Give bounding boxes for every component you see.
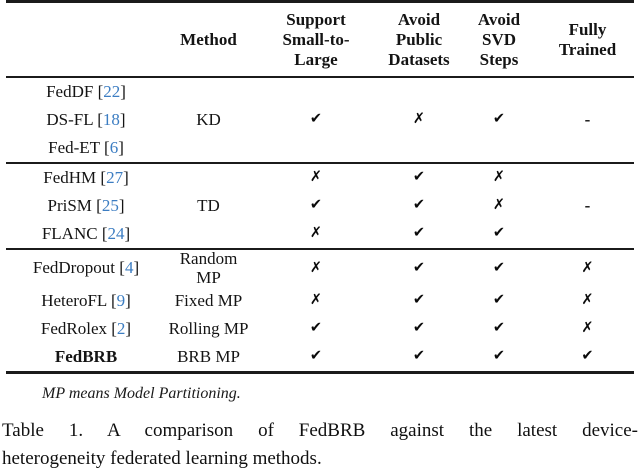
group-mp: FedDropout [4] Random MP ✗ ✔ ✔ ✗ HeteroF… [6, 249, 634, 373]
method-type-cell: BRB MP [177, 347, 240, 367]
citation-number[interactable]: 24 [107, 223, 125, 243]
citation-link[interactable]: [22] [97, 81, 126, 101]
mark-support: ✔ [309, 320, 323, 337]
method-name-cell: HeteroFL [9] [6, 287, 166, 315]
citation-number[interactable]: 9 [116, 291, 126, 311]
method-name: FedDropout [32, 258, 116, 278]
citation-link[interactable]: [9] [110, 291, 131, 311]
table-row: FedDropout [4] Random MP ✗ ✔ ✔ ✗ [6, 249, 634, 287]
mark-fully-trained: ✗ [581, 320, 594, 337]
citation-number[interactable]: 18 [102, 109, 120, 129]
method-name-cell: FedDF [22] [6, 77, 166, 106]
column-header-support-small-to-large: Support Small-to- Large [282, 10, 350, 69]
table-row: FedRolex [2] Rolling MP ✔ ✔ ✔ ✗ [6, 315, 634, 343]
corner-cell [6, 2, 166, 78]
column-header-avoid-svd-steps: Avoid SVD Steps [477, 10, 521, 69]
table-footnote: MP means Model Partitioning. [42, 385, 241, 403]
mark-public-datasets: ✔ [412, 259, 426, 276]
group-kd: FedDF [22] KD ✔ ✗ ✔ - DS-FL [18] Fed-ET … [6, 77, 634, 163]
citation-link[interactable]: [25] [96, 195, 125, 215]
method-name: PriSM [47, 195, 92, 215]
table-caption-line1: Table 1. A comparison of FedBRB against … [2, 420, 638, 442]
method-name-cell: PriSM [25] [6, 192, 166, 220]
citation-link[interactable]: [6] [104, 137, 124, 157]
method-name-cell: FedDropout [4] [6, 249, 166, 287]
table-row: FedDF [22] KD ✔ ✗ ✔ - [6, 77, 634, 129]
comparison-table: Method Support Small-to- Large Avoid Pub… [6, 0, 634, 374]
mark-support: ✗ [309, 292, 323, 309]
method-name-cell: Fed-ET [6] [6, 134, 166, 163]
table-caption-line2: heterogeneity federated learning methods… [2, 448, 322, 470]
mark-support: ✔ [309, 111, 323, 128]
mark-support: ✗ [309, 225, 323, 242]
mark-svd: ✔ [492, 348, 506, 365]
mark-public-datasets: ✔ [412, 169, 426, 186]
method-name: HeteroFL [41, 291, 107, 311]
mark-fully-trained: ✔ [581, 348, 594, 365]
mark-fully-trained: ✗ [581, 259, 594, 276]
table-row: FLANC [24] ✗ ✔ ✔ [6, 220, 634, 249]
table-row: HeteroFL [9] Fixed MP ✗ ✔ ✔ ✗ [6, 287, 634, 315]
method-type-cell: Random MP [179, 249, 238, 287]
method-type-cell: KD [196, 109, 221, 129]
method-type-cell: Rolling MP [168, 319, 249, 339]
citation-number[interactable]: 27 [106, 167, 124, 187]
mark-public-datasets: ✔ [412, 348, 426, 365]
column-header-method: Method [180, 30, 237, 49]
mark-svd: ✔ [492, 259, 506, 276]
method-name-cell: FedRolex [2] [6, 315, 166, 343]
citation-link[interactable]: [2] [111, 319, 132, 339]
mark-svd: ✔ [492, 111, 506, 128]
table-row: Fed-ET [6] [6, 134, 634, 163]
method-name: FLANC [41, 223, 98, 243]
method-name: FedDF [46, 81, 94, 101]
mark-svd: ✗ [492, 169, 506, 186]
table-row: FedBRB BRB MP ✔ ✔ ✔ ✔ [6, 343, 634, 373]
method-name: FedRolex [40, 319, 107, 339]
method-name-cell: FLANC [24] [6, 220, 166, 249]
mark-svd: ✔ [492, 225, 506, 242]
table-header: Method Support Small-to- Large Avoid Pub… [6, 2, 634, 78]
mark-public-datasets: ✔ [412, 320, 426, 337]
method-name: DS-FL [46, 109, 93, 129]
method-name-cell: DS-FL [18] [6, 106, 166, 134]
mark-support: ✗ [309, 169, 323, 186]
mark-svd: ✗ [492, 197, 506, 214]
citation-link[interactable]: [18] [97, 109, 126, 129]
method-name-cell: FedBRB [6, 343, 166, 373]
mark-fully-trained: - [584, 109, 591, 129]
table-row: FedHM [27] TD ✗ ✔ ✗ - [6, 163, 634, 215]
method-name-cell: FedHM [27] [6, 163, 166, 192]
table-row: PriSM [25] ✔ ✔ ✗ [6, 192, 634, 220]
citation-link[interactable]: [24] [101, 223, 131, 243]
method-name: FedBRB [54, 347, 118, 367]
mark-public-datasets: ✗ [412, 111, 426, 128]
mark-fully-trained: ✗ [581, 292, 594, 309]
mark-public-datasets: ✔ [412, 225, 426, 242]
mark-public-datasets: ✔ [412, 197, 426, 214]
mark-public-datasets: ✔ [412, 292, 426, 309]
column-header-fully-trained: Fully Trained [558, 20, 617, 59]
group-td: FedHM [27] TD ✗ ✔ ✗ - PriSM [25] ✔ ✔ ✗ F… [6, 163, 634, 249]
mark-fully-trained: - [584, 195, 591, 215]
citation-link[interactable]: [4] [119, 258, 140, 278]
method-name: FedHM [43, 167, 97, 187]
citation-number[interactable]: 4 [124, 258, 134, 278]
method-type-cell: Fixed MP [174, 291, 243, 311]
citation-number[interactable]: 2 [116, 319, 126, 339]
mark-svd: ✔ [492, 320, 506, 337]
mark-svd: ✔ [492, 292, 506, 309]
citation-number[interactable]: 6 [109, 137, 119, 157]
citation-link[interactable]: [27] [100, 167, 129, 187]
citation-number[interactable]: 22 [103, 81, 121, 101]
citation-number[interactable]: 25 [101, 195, 119, 215]
method-name: Fed-ET [48, 137, 100, 157]
mark-support: ✔ [309, 197, 323, 214]
method-type-cell: TD [197, 195, 220, 215]
column-header-avoid-public-datasets: Avoid Public Datasets [388, 10, 450, 69]
table-row: DS-FL [18] [6, 106, 634, 134]
mark-support: ✗ [309, 259, 323, 276]
mark-support: ✔ [309, 348, 323, 365]
